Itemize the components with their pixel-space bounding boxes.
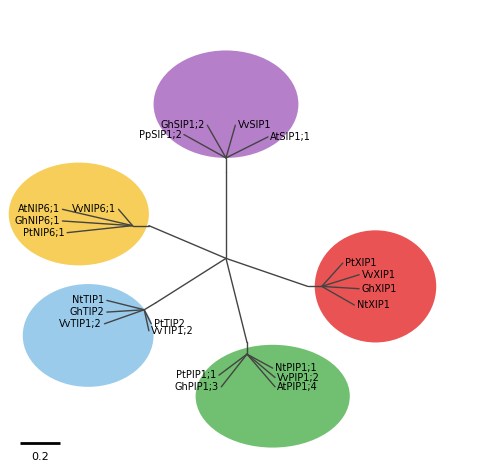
Ellipse shape — [315, 230, 436, 343]
Text: AtPIP1;4: AtPIP1;4 — [277, 382, 318, 392]
Text: VvXIP1: VvXIP1 — [361, 270, 396, 280]
Text: GhPIP1;3: GhPIP1;3 — [175, 382, 219, 392]
Text: PtNIP6;1: PtNIP6;1 — [23, 227, 65, 238]
Text: PpSIP1;2: PpSIP1;2 — [139, 130, 181, 140]
Text: PtTIP2: PtTIP2 — [154, 319, 184, 329]
Ellipse shape — [9, 163, 149, 266]
Text: GhTIP2: GhTIP2 — [70, 307, 105, 317]
Text: VvNIP6;1: VvNIP6;1 — [72, 204, 116, 214]
Text: AtNIP6;1: AtNIP6;1 — [18, 204, 60, 214]
Text: NtXIP1: NtXIP1 — [357, 300, 390, 310]
Text: PtXIP1: PtXIP1 — [345, 258, 377, 268]
Text: 0.2: 0.2 — [31, 452, 49, 462]
Text: GhNIP6;1: GhNIP6;1 — [14, 216, 60, 226]
Text: VvTIP1;2: VvTIP1;2 — [60, 319, 102, 329]
Text: PtPIP1;1: PtPIP1;1 — [176, 370, 216, 380]
Text: GhXIP1: GhXIP1 — [361, 284, 397, 294]
Text: VvSIP1: VvSIP1 — [238, 120, 271, 130]
Text: GhSIP1;2: GhSIP1;2 — [161, 120, 205, 130]
Ellipse shape — [23, 284, 154, 387]
Text: VvTIP1;2: VvTIP1;2 — [151, 326, 194, 336]
Ellipse shape — [154, 50, 299, 158]
Text: AtSIP1;1: AtSIP1;1 — [270, 132, 311, 142]
Text: NtPIP1;1: NtPIP1;1 — [275, 363, 317, 373]
Ellipse shape — [196, 345, 350, 447]
Text: NtTIP1: NtTIP1 — [72, 296, 105, 306]
Text: VvPIP1;2: VvPIP1;2 — [277, 373, 320, 383]
